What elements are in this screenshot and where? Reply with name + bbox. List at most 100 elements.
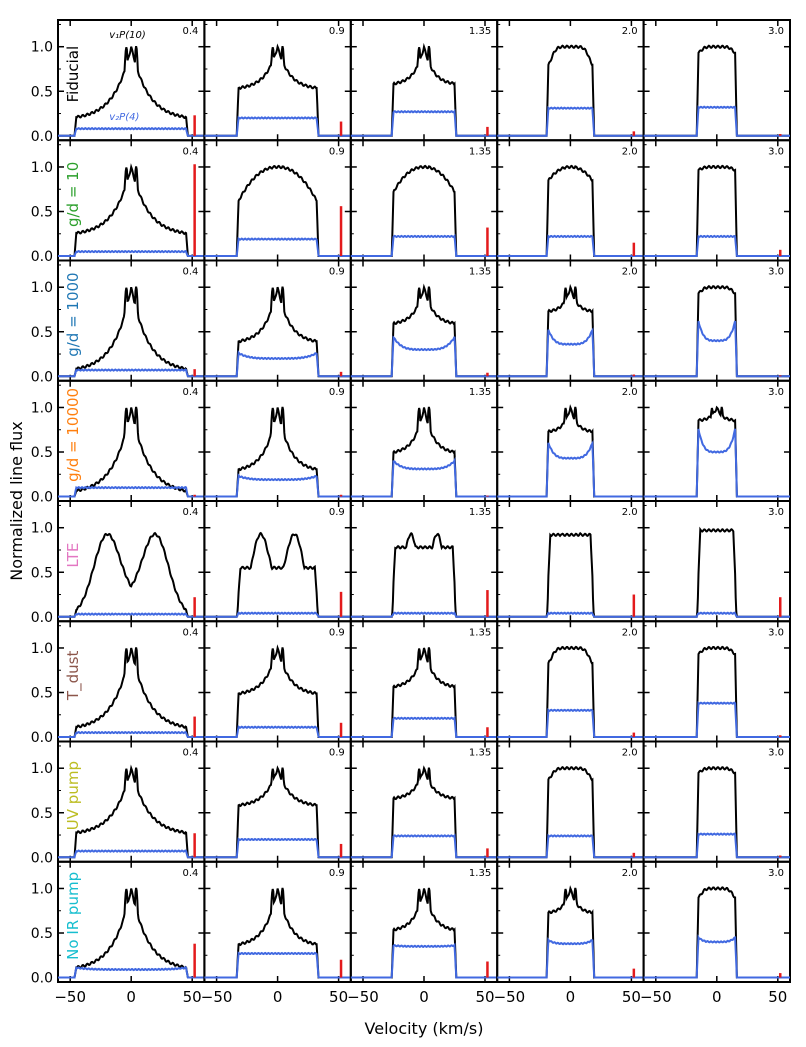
series-line-black xyxy=(643,645,790,738)
panel-frame xyxy=(203,740,352,863)
panel-value-label: 2.0 xyxy=(622,387,638,398)
y-tick-label: 0.0 xyxy=(31,490,53,506)
panel-value-label: 1.35 xyxy=(469,748,491,759)
panel-value-label: 0.4 xyxy=(182,507,198,518)
panel-frame xyxy=(203,379,352,502)
series-line-blue xyxy=(643,701,790,738)
series-line-blue xyxy=(643,934,790,979)
panel-frame xyxy=(349,740,499,863)
panel-frame xyxy=(642,139,791,262)
panel-frame xyxy=(642,379,791,502)
y-tick-label: 1.0 xyxy=(31,641,53,657)
series-line-blue xyxy=(643,320,790,378)
row-label: T_dust xyxy=(64,651,83,702)
series-line-black xyxy=(350,887,498,979)
series-line-blue xyxy=(204,115,351,137)
panel-value-label: 0.9 xyxy=(329,627,345,638)
series-line-black xyxy=(643,886,790,979)
series-line-blue xyxy=(497,707,644,738)
panel-value-label: 2.0 xyxy=(622,146,638,157)
y-tick-label: 1.0 xyxy=(31,400,53,416)
panel-value-label: 0.9 xyxy=(329,26,345,37)
panel-frame xyxy=(642,740,791,863)
line-label-black: v₁P(10) xyxy=(109,30,145,41)
series-line-blue xyxy=(350,833,498,859)
row-label: No IR pump xyxy=(64,872,82,960)
series-line-blue xyxy=(350,335,498,378)
series-line-black xyxy=(350,531,498,618)
series-line-black xyxy=(350,42,498,137)
y-tick-label: 0.0 xyxy=(31,971,53,987)
panel-value-label: 2.0 xyxy=(622,507,638,518)
series-line-black xyxy=(58,163,205,257)
panel-frame xyxy=(496,259,645,382)
series-line-blue xyxy=(204,951,351,979)
y-tick-label: 0.5 xyxy=(31,806,53,822)
series-line-black xyxy=(58,531,205,618)
y-tick-label: 1.0 xyxy=(31,280,53,296)
panel-frame xyxy=(496,500,645,623)
panel-frame xyxy=(496,860,645,983)
series-line-black xyxy=(58,45,205,137)
panel-frame xyxy=(203,139,352,262)
series-line-black xyxy=(58,764,205,859)
panel-frame xyxy=(496,740,645,863)
panel-frame xyxy=(349,379,499,502)
series-line-blue xyxy=(58,849,205,859)
panel-value-label: 3.0 xyxy=(768,627,784,638)
panel-frame xyxy=(349,620,499,743)
x-tick-label: 50 xyxy=(183,988,202,1006)
series-line-black xyxy=(643,44,790,137)
series-line-blue xyxy=(497,234,644,257)
series-line-black xyxy=(497,531,644,618)
panel-frame xyxy=(203,860,352,983)
panel-value-label: 1.35 xyxy=(469,627,491,638)
y-tick-label: 1.0 xyxy=(31,521,53,537)
series-line-black xyxy=(204,286,351,378)
series-line-black xyxy=(497,44,644,137)
series-line-black xyxy=(350,283,498,378)
series-line-blue xyxy=(204,725,351,738)
series-line-blue xyxy=(58,485,205,498)
series-line-black xyxy=(350,406,498,498)
y-tick-label: 1.0 xyxy=(31,160,53,176)
x-tick-label: 0 xyxy=(566,988,576,1006)
series-line-blue xyxy=(58,730,205,738)
panel-value-label: 3.0 xyxy=(768,868,784,879)
x-tick-label: −50 xyxy=(54,988,86,1006)
series-line-blue xyxy=(58,965,205,979)
series-line-black xyxy=(350,164,498,257)
x-tick-label: 0 xyxy=(712,988,722,1006)
panel-value-label: 0.9 xyxy=(329,267,345,278)
x-tick-label: 50 xyxy=(622,988,641,1006)
row-label: LTE xyxy=(64,543,82,568)
series-line-blue xyxy=(497,937,644,979)
panel-value-label: 3.0 xyxy=(768,507,784,518)
row-label: g/d = 1000 xyxy=(64,272,82,356)
panel-frame xyxy=(349,19,499,142)
panel-frame xyxy=(349,860,499,983)
series-line-blue xyxy=(350,715,498,738)
series-line-blue xyxy=(350,942,498,979)
series-line-black xyxy=(643,526,790,618)
series-line-blue xyxy=(643,832,790,859)
series-line-black xyxy=(204,887,351,979)
series-line-black xyxy=(58,647,205,738)
panel-value-label: 0.4 xyxy=(182,267,198,278)
panel-value-label: 3.0 xyxy=(768,387,784,398)
series-line-black xyxy=(497,766,644,859)
series-line-blue xyxy=(204,349,351,378)
series-line-blue xyxy=(643,611,790,618)
panel-frame xyxy=(496,379,645,502)
panel-value-label: 0.9 xyxy=(329,387,345,398)
panel-value-label: 0.9 xyxy=(329,868,345,879)
y-axis-title: Normalized line flux xyxy=(7,421,26,580)
panel-value-label: 3.0 xyxy=(768,748,784,759)
series-line-blue xyxy=(497,105,644,137)
line-label-blue: v₂P(4) xyxy=(109,112,139,123)
series-line-black xyxy=(204,765,351,859)
series-line-blue xyxy=(350,456,498,498)
panel-frame xyxy=(203,500,352,623)
series-line-black xyxy=(350,765,498,859)
series-line-black xyxy=(643,766,790,859)
